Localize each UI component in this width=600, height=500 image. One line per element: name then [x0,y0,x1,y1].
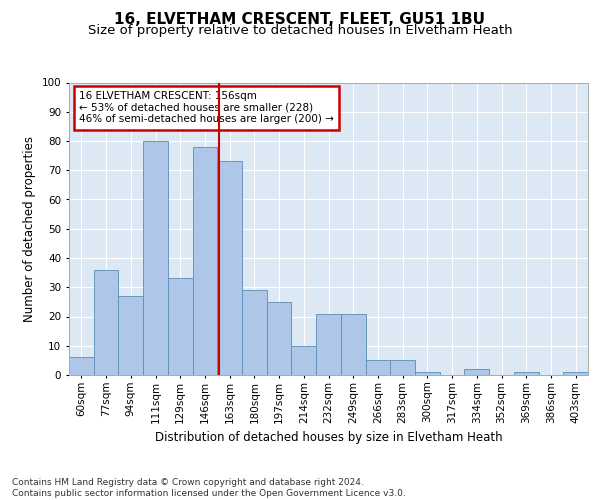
Bar [390,360,415,375]
Text: Contains HM Land Registry data © Crown copyright and database right 2024.
Contai: Contains HM Land Registry data © Crown c… [12,478,406,498]
Bar [341,314,365,375]
Bar [168,278,193,375]
X-axis label: Distribution of detached houses by size in Elvetham Heath: Distribution of detached houses by size … [155,431,502,444]
Text: 16 ELVETHAM CRESCENT: 156sqm
← 53% of detached houses are smaller (228)
46% of s: 16 ELVETHAM CRESCENT: 156sqm ← 53% of de… [79,92,334,124]
Bar [118,296,143,375]
Bar [193,147,217,375]
Bar [464,369,489,375]
Bar [365,360,390,375]
Y-axis label: Number of detached properties: Number of detached properties [23,136,36,322]
Bar [267,302,292,375]
Bar [563,372,588,375]
Bar [143,141,168,375]
Bar [316,314,341,375]
Bar [242,290,267,375]
Bar [415,372,440,375]
Bar [94,270,118,375]
Text: Size of property relative to detached houses in Elvetham Heath: Size of property relative to detached ho… [88,24,512,37]
Bar [292,346,316,375]
Text: 16, ELVETHAM CRESCENT, FLEET, GU51 1BU: 16, ELVETHAM CRESCENT, FLEET, GU51 1BU [115,12,485,28]
Bar [514,372,539,375]
Bar [69,358,94,375]
Bar [217,162,242,375]
